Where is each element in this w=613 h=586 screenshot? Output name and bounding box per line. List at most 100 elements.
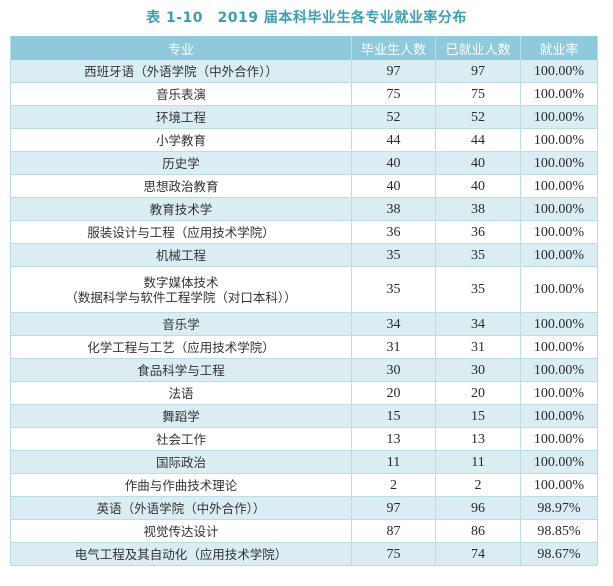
rate-cell: 100.00% (520, 381, 598, 405)
table-row: 历史学 40 40 100.00% (10, 151, 598, 175)
table-row: 环境工程 52 52 100.00% (10, 105, 598, 129)
table-row: 英语（外语学院（中外合作）） 97 96 98.97% (10, 496, 598, 520)
table-row: 数字媒体技术 （数据科学与软件工程学院（对口本科）） 35 35 100.00% (10, 266, 598, 313)
employed-cell: 34 (435, 312, 521, 336)
employed-cell: 20 (435, 381, 521, 405)
rate-cell: 100.00% (520, 151, 598, 175)
rate-cell: 100.00% (520, 128, 598, 152)
major-cell: 视觉传达设计 (10, 519, 352, 543)
major-cell: 食品科学与工程 (10, 358, 352, 382)
table-row: 作曲与作曲技术理论 2 2 100.00% (10, 473, 598, 497)
table-row: 小学教育 44 44 100.00% (10, 128, 598, 152)
table-body: 西班牙语（外语学院（中外合作）） 97 97 100.00% 音乐表演 75 7… (10, 60, 598, 566)
major-cell: 作曲与作曲技术理论 (10, 473, 352, 497)
graduates-cell: 31 (351, 335, 436, 359)
table-row: 教育技术学 38 38 100.00% (10, 197, 598, 221)
graduates-cell: 38 (351, 197, 436, 221)
table-row: 服装设计与工程（应用技术学院） 36 36 100.00% (10, 220, 598, 244)
rate-cell: 100.00% (520, 473, 598, 497)
graduates-cell: 87 (351, 519, 436, 543)
major-line-2: （数据科学与软件工程学院（对口本科）） (65, 289, 297, 305)
major-cell: 国际政治 (10, 450, 352, 474)
major-cell: 教育技术学 (10, 197, 352, 221)
table-row: 舞蹈学 15 15 100.00% (10, 404, 598, 428)
employed-cell: 35 (435, 243, 521, 267)
employed-cell: 36 (435, 220, 521, 244)
column-header-employed: 已就业人数 (435, 36, 521, 60)
major-cell: 历史学 (10, 151, 352, 175)
table-header-row: 专业 毕业生人数 已就业人数 就业率 (10, 36, 598, 60)
major-cell: 思想政治教育 (10, 174, 352, 198)
rate-cell: 98.85% (520, 519, 598, 543)
graduates-cell: 35 (351, 243, 436, 267)
graduates-cell: 15 (351, 404, 436, 428)
graduates-cell: 40 (351, 151, 436, 175)
employed-cell: 11 (435, 450, 521, 474)
employed-cell: 86 (435, 519, 521, 543)
table-row: 化学工程与工艺（应用技术学院） 31 31 100.00% (10, 335, 598, 359)
rate-cell: 100.00% (520, 197, 598, 221)
major-cell: 服装设计与工程（应用技术学院） (10, 220, 352, 244)
graduates-cell: 75 (351, 542, 436, 566)
major-cell: 英语（外语学院（中外合作）） (10, 496, 352, 520)
major-cell: 化学工程与工艺（应用技术学院） (10, 335, 352, 359)
employed-cell: 75 (435, 82, 521, 106)
rate-cell: 100.00% (520, 60, 598, 83)
rate-cell: 100.00% (520, 220, 598, 244)
major-cell: 西班牙语（外语学院（中外合作）） (10, 60, 352, 83)
employed-cell: 30 (435, 358, 521, 382)
major-cell: 法语 (10, 381, 352, 405)
rate-cell: 100.00% (520, 404, 598, 428)
graduates-cell: 52 (351, 105, 436, 129)
rate-cell: 100.00% (520, 174, 598, 198)
graduates-cell: 44 (351, 128, 436, 152)
employed-cell: 40 (435, 174, 521, 198)
graduates-cell: 2 (351, 473, 436, 497)
table-row: 社会工作 13 13 100.00% (10, 427, 598, 451)
employed-cell: 52 (435, 105, 521, 129)
rate-cell: 100.00% (520, 358, 598, 382)
graduates-cell: 40 (351, 174, 436, 198)
employed-cell: 31 (435, 335, 521, 359)
graduates-cell: 36 (351, 220, 436, 244)
employed-cell: 44 (435, 128, 521, 152)
employed-cell: 15 (435, 404, 521, 428)
graduates-cell: 13 (351, 427, 436, 451)
major-cell: 数字媒体技术 （数据科学与软件工程学院（对口本科）） (10, 266, 352, 313)
rate-cell: 100.00% (520, 266, 598, 313)
major-cell: 电气工程及其自动化（应用技术学院） (10, 542, 352, 566)
column-header-graduates: 毕业生人数 (351, 36, 436, 60)
major-cell: 环境工程 (10, 105, 352, 129)
rate-cell: 100.00% (520, 427, 598, 451)
rate-cell: 98.67% (520, 542, 598, 566)
table-row: 思想政治教育 40 40 100.00% (10, 174, 598, 198)
major-cell: 社会工作 (10, 427, 352, 451)
rate-cell: 100.00% (520, 105, 598, 129)
major-cell: 音乐表演 (10, 82, 352, 106)
graduates-cell: 75 (351, 82, 436, 106)
graduates-cell: 11 (351, 450, 436, 474)
column-header-rate: 就业率 (520, 36, 598, 60)
table-title: 表 1-10 2019 届本科毕业生各专业就业率分布 (146, 10, 467, 26)
table-row: 视觉传达设计 87 86 98.85% (10, 519, 598, 543)
graduates-cell: 35 (351, 266, 436, 313)
employed-cell: 35 (435, 266, 521, 313)
table-row: 电气工程及其自动化（应用技术学院） 75 74 98.67% (10, 542, 598, 566)
employed-cell: 13 (435, 427, 521, 451)
table-row: 食品科学与工程 30 30 100.00% (10, 358, 598, 382)
employed-cell: 74 (435, 542, 521, 566)
major-cell: 舞蹈学 (10, 404, 352, 428)
major-cell: 小学教育 (10, 128, 352, 152)
rate-cell: 100.00% (520, 312, 598, 336)
rate-cell: 98.97% (520, 496, 598, 520)
table-row: 音乐表演 75 75 100.00% (10, 82, 598, 106)
graduates-cell: 30 (351, 358, 436, 382)
major-cell: 音乐学 (10, 312, 352, 336)
graduates-cell: 34 (351, 312, 436, 336)
employed-cell: 96 (435, 496, 521, 520)
column-header-major: 专业 (10, 36, 352, 60)
table-row: 音乐学 34 34 100.00% (10, 312, 598, 336)
table-row: 西班牙语（外语学院（中外合作）） 97 97 100.00% (10, 60, 598, 83)
graduates-cell: 20 (351, 381, 436, 405)
rate-cell: 100.00% (520, 82, 598, 106)
